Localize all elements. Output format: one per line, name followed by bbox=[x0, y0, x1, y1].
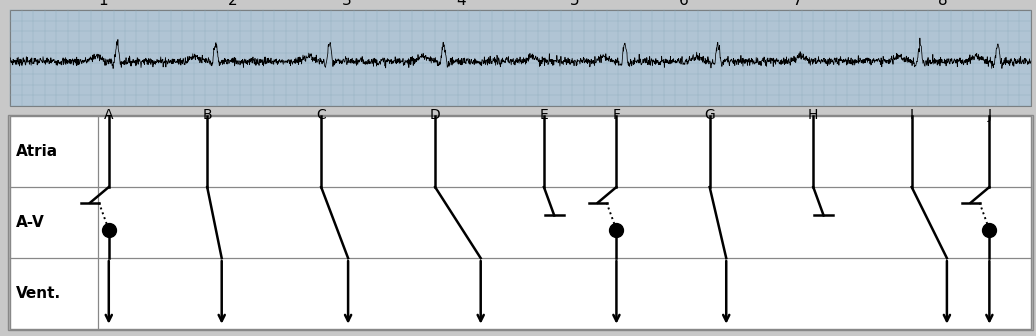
Text: 2: 2 bbox=[228, 0, 238, 8]
Text: G: G bbox=[704, 108, 715, 122]
Text: A-V: A-V bbox=[16, 215, 45, 230]
Bar bbox=[10, 116, 1031, 329]
Text: Atria: Atria bbox=[16, 144, 58, 159]
Bar bbox=[10, 10, 1031, 106]
Text: F: F bbox=[612, 108, 621, 122]
Text: 1: 1 bbox=[98, 0, 109, 8]
Text: 8: 8 bbox=[938, 0, 948, 8]
Text: 3: 3 bbox=[342, 0, 352, 8]
Text: D: D bbox=[430, 108, 440, 122]
Text: C: C bbox=[316, 108, 326, 122]
Text: 6: 6 bbox=[679, 0, 689, 8]
Bar bbox=[8, 115, 1033, 330]
Text: 7: 7 bbox=[793, 0, 803, 8]
Text: B: B bbox=[202, 108, 212, 122]
Text: Vent.: Vent. bbox=[16, 286, 61, 301]
Text: 5: 5 bbox=[570, 0, 580, 8]
Text: 4: 4 bbox=[456, 0, 466, 8]
Text: E: E bbox=[540, 108, 548, 122]
Text: I: I bbox=[910, 108, 914, 122]
Text: A: A bbox=[104, 108, 114, 122]
Text: J: J bbox=[987, 108, 991, 122]
Text: H: H bbox=[808, 108, 818, 122]
